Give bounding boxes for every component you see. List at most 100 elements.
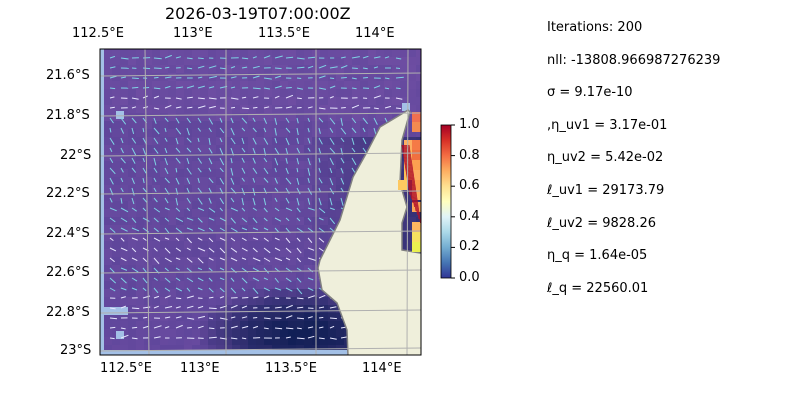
arrow — [230, 97, 239, 100]
arrow — [318, 117, 324, 123]
field-cell — [360, 129, 369, 138]
arrow — [241, 207, 246, 212]
field-cell — [336, 193, 345, 202]
arrow — [241, 247, 248, 252]
field-cell — [168, 201, 177, 210]
field-cell — [168, 161, 177, 170]
field-cell — [216, 105, 225, 114]
arrow — [230, 237, 236, 242]
field-cell — [368, 121, 377, 130]
arrow — [109, 66, 116, 69]
arrow — [175, 117, 180, 124]
field-cell — [224, 225, 233, 234]
arrow — [384, 87, 390, 90]
field-cell — [240, 241, 249, 250]
bay-cell — [412, 180, 421, 190]
field-cell — [296, 329, 305, 338]
arrow — [285, 106, 292, 109]
arrow — [318, 157, 321, 163]
lon-tick-bottom-label: 114°E — [362, 361, 402, 376]
arrow — [109, 75, 117, 79]
arrow — [384, 105, 392, 109]
arrow — [296, 107, 302, 109]
field-cell — [240, 153, 249, 162]
field-cell — [400, 217, 409, 226]
field-cell — [320, 153, 329, 162]
field-cell — [144, 81, 153, 90]
field-cell — [240, 217, 249, 226]
field-cell — [200, 281, 209, 290]
field-cell — [144, 65, 153, 74]
field-cell — [344, 137, 353, 146]
field-cell — [264, 281, 273, 290]
field-cell — [232, 233, 241, 242]
field-cell — [136, 313, 145, 322]
field-cell — [224, 313, 233, 322]
field-cell — [128, 49, 137, 58]
arrow — [384, 117, 388, 123]
field-cell — [280, 177, 289, 186]
arrow — [142, 306, 151, 309]
field-cell — [416, 81, 421, 90]
field-cell — [152, 241, 161, 250]
field-cell — [304, 329, 313, 338]
arrow — [263, 55, 271, 59]
field-cell — [416, 129, 421, 138]
field-cell — [112, 65, 121, 74]
arrow — [329, 117, 336, 125]
field-cell — [144, 73, 153, 82]
arrow — [241, 137, 245, 145]
field-cell — [248, 329, 257, 338]
field-cell — [352, 81, 361, 90]
field-cell — [288, 273, 297, 282]
field-cell — [160, 145, 169, 154]
arrow — [208, 167, 212, 172]
field-cell — [136, 281, 145, 290]
field-cell — [256, 153, 265, 162]
arrow — [395, 107, 402, 110]
field-cell — [216, 265, 225, 274]
field-cell — [200, 257, 209, 266]
field-cell — [256, 217, 265, 226]
field-cell — [328, 201, 337, 210]
field-cell — [104, 273, 113, 282]
field-cell — [136, 305, 145, 314]
field-cell — [112, 57, 121, 66]
arrow — [362, 137, 367, 145]
field-cell — [184, 313, 193, 322]
field-cell — [224, 257, 233, 266]
field-cell — [280, 161, 289, 170]
bay-cell — [412, 112, 421, 122]
field-cell — [304, 49, 313, 58]
field-cell — [176, 81, 185, 90]
field-cell — [344, 169, 353, 178]
arrow — [131, 227, 140, 232]
field-cell — [272, 49, 281, 58]
arrow — [230, 76, 237, 79]
field-cell — [160, 345, 169, 354]
arrow — [307, 247, 315, 251]
field-cell — [248, 49, 257, 58]
field-cell — [264, 161, 273, 170]
field-cell — [136, 97, 145, 106]
arrow — [274, 187, 279, 192]
field-cell — [320, 233, 329, 242]
arrow — [274, 95, 280, 99]
field-cell — [280, 321, 289, 330]
field-cell — [344, 105, 353, 114]
field-cell — [192, 145, 201, 154]
field-cell — [152, 337, 161, 346]
arrow — [219, 277, 225, 281]
arrow — [241, 157, 245, 163]
field-cell — [256, 105, 265, 114]
arrow — [208, 287, 214, 293]
field-cell — [304, 241, 313, 250]
field-cell — [240, 161, 249, 170]
field-cell — [200, 321, 209, 330]
arrow — [263, 117, 268, 124]
field-cell — [176, 161, 185, 170]
field-cell — [200, 129, 209, 138]
field-cell — [320, 241, 329, 250]
field-cell — [192, 73, 201, 82]
field-cell — [216, 65, 225, 74]
